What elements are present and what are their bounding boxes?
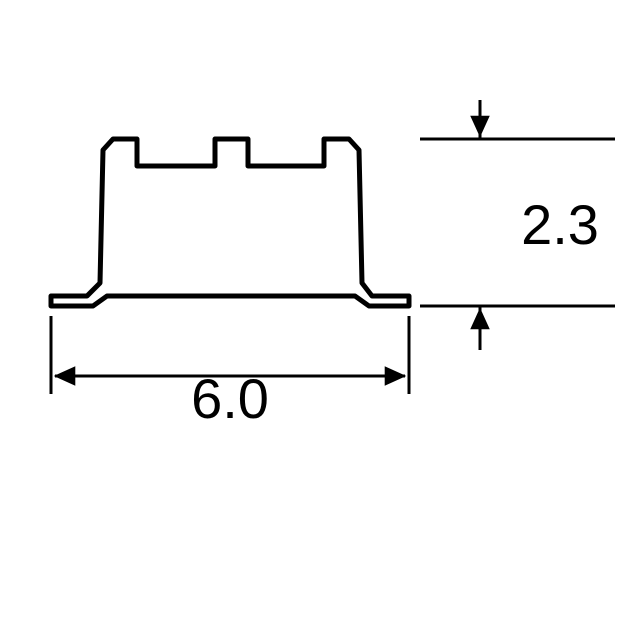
dimension-drawing: 6.0 2.3 xyxy=(0,0,640,640)
dimension-height-value: 2.3 xyxy=(521,193,599,256)
component-outline xyxy=(51,139,409,306)
dimension-width-value: 6.0 xyxy=(191,367,269,430)
